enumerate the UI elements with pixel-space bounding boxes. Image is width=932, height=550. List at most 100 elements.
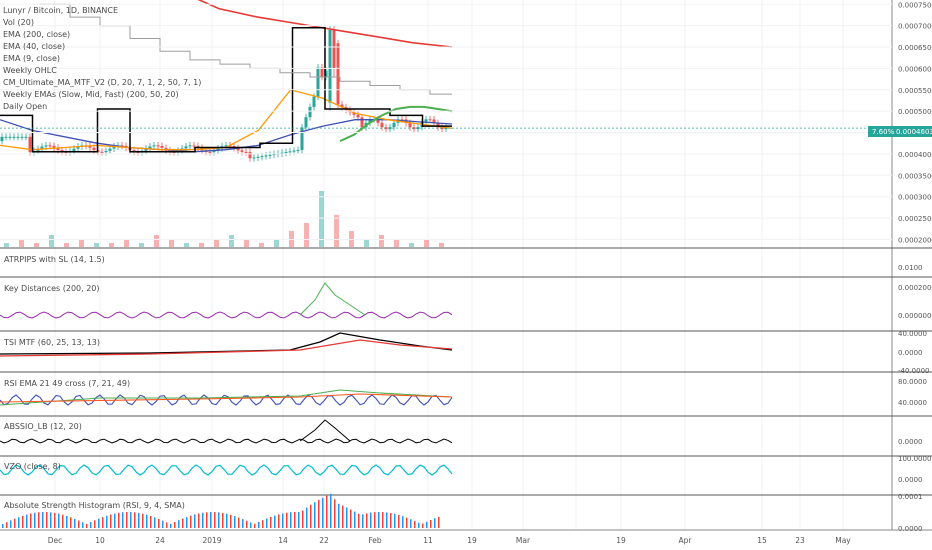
candle-body: [260, 156, 264, 158]
ash-histogram-bar: [246, 520, 248, 528]
candle-body: [392, 122, 396, 128]
legend-item-ema40[interactable]: EMA (40, close): [3, 42, 65, 51]
indicator-tick-label: 80.0000: [898, 378, 927, 386]
ash-histogram-bar: [386, 512, 388, 528]
rsi-ema-slow-line: [0, 393, 453, 403]
candle-body: [188, 145, 192, 147]
pane-title-vzo[interactable]: VZO (close, 8): [4, 462, 61, 471]
ash-histogram-bar: [2, 524, 4, 528]
ash-histogram-bar: [378, 512, 380, 528]
candle-body: [164, 147, 168, 151]
ash-histogram-bar: [54, 512, 56, 528]
main-price-pane[interactable]: [0, 0, 892, 247]
volume-bar: [154, 235, 159, 247]
ash-histogram-bar: [334, 499, 336, 528]
volume-bar: [94, 243, 99, 247]
ash-histogram-bar: [366, 513, 368, 528]
candle-body: [332, 29, 336, 69]
volume-bar: [49, 235, 54, 247]
pane-title-rsi-ema[interactable]: RSI EMA 21 49 cross (7, 21, 49): [4, 379, 130, 388]
ash-histogram-bar: [426, 521, 428, 528]
ash-histogram-bar: [94, 520, 96, 528]
ash-histogram-bar: [126, 512, 128, 528]
ash-histogram-bar: [258, 521, 260, 528]
candle-body: [280, 152, 284, 154]
ash-histogram-bar: [214, 512, 216, 528]
ash-histogram-bar: [78, 520, 80, 528]
ash-histogram-bar: [346, 507, 348, 528]
legend-item-daily-open[interactable]: Daily Open: [3, 102, 47, 111]
candle-body: [168, 150, 172, 152]
ash-histogram-bar: [42, 512, 44, 528]
legend-item-cm-ultimate[interactable]: CM_Ultimate_MA_MTF_V2 (D, 20, 7, 1, 2, 5…: [3, 78, 201, 87]
date-tick-label: 24: [155, 536, 165, 545]
candle-body: [436, 123, 440, 128]
date-axis[interactable]: Dec 10 24 2019 14 22 Feb 11 19 Mar 19 Apr 15 23 May: [0, 529, 932, 545]
date-tick-label: Dec: [48, 536, 63, 545]
indicator-tick-label: -40.0000: [898, 367, 929, 375]
ash-histogram-bar: [362, 514, 364, 528]
candle-body: [336, 43, 340, 105]
pane-title-key-distances[interactable]: Key Distances (200, 20): [4, 284, 100, 293]
volume-bar: [244, 239, 249, 247]
indicator-tick-label: 0.00000000: [898, 312, 932, 320]
ash-histogram-bar: [234, 516, 236, 528]
pane-title-atrpips[interactable]: ATRPIPS with SL (14, 1.5): [4, 255, 105, 264]
chart-title: Lunyr / Bitcoin, 1D, BINANCE: [3, 6, 118, 15]
pane-title-ash[interactable]: Absolute Strength Histogram (RSI, 9, 4, …: [4, 501, 185, 510]
candle-body: [28, 136, 32, 153]
candle-body: [0, 136, 4, 142]
date-tick-label: 10: [95, 536, 105, 545]
candle-body: [400, 119, 404, 121]
candle-body: [184, 146, 188, 149]
candle-body: [224, 145, 228, 147]
indicator-tick-label: 0.0000: [898, 349, 923, 357]
candle-body: [432, 119, 436, 124]
legend-item-vol[interactable]: Vol (20): [3, 18, 34, 27]
ash-histogram-bar: [6, 522, 8, 528]
ash-histogram-bar: [358, 513, 360, 528]
ash-histogram-bar: [134, 512, 136, 528]
volume-bar: [319, 191, 324, 247]
ash-histogram-bar: [86, 523, 88, 528]
legend-item-ema9[interactable]: EMA (9, close): [3, 54, 60, 63]
indicator-panes[interactable]: 0.0100 0.00020000 0.00000000 40.0000 0.0000 -…: [0, 247, 932, 533]
candle-body: [368, 119, 372, 123]
ash-histogram-bar: [342, 505, 344, 528]
ash-histogram-bar: [410, 519, 412, 528]
volume-bar: [169, 239, 174, 247]
pane-title-tsi[interactable]: TSI MTF (60, 25, 13, 13): [3, 338, 100, 347]
legend-item-weekly-ohlc[interactable]: Weekly OHLC: [3, 66, 57, 75]
ash-histogram-bar: [210, 512, 212, 528]
legend-item-weekly-emas[interactable]: Weekly EMAs (Slow, Mid, Fast) (200, 50, …: [3, 90, 179, 99]
ash-histogram-bar: [266, 518, 268, 528]
volume-bar: [259, 243, 264, 247]
ash-histogram-bar: [22, 515, 24, 528]
candle-body: [48, 145, 52, 147]
ash-histogram-bar: [58, 513, 60, 528]
volume-bar: [109, 243, 114, 247]
ash-histogram-bar: [74, 518, 76, 528]
ash-histogram-bar: [406, 517, 408, 528]
ash-histogram-bar: [110, 514, 112, 528]
ash-histogram-bar: [322, 497, 324, 528]
date-tick-label: 11: [423, 536, 433, 545]
candle-body: [156, 145, 160, 147]
ash-histogram-bar: [66, 515, 68, 528]
rsi-line: [0, 394, 453, 406]
ash-histogram-bar: [46, 512, 48, 528]
candle-body: [352, 112, 356, 115]
candle-body: [108, 148, 112, 151]
ash-histogram-bar: [422, 523, 424, 528]
legend-item-ema200[interactable]: EMA (200, close): [3, 30, 70, 39]
candle-body: [248, 152, 252, 159]
candle-body: [272, 154, 276, 156]
pane-title-abssio[interactable]: ABSSIO_LB (12, 20): [4, 422, 82, 431]
